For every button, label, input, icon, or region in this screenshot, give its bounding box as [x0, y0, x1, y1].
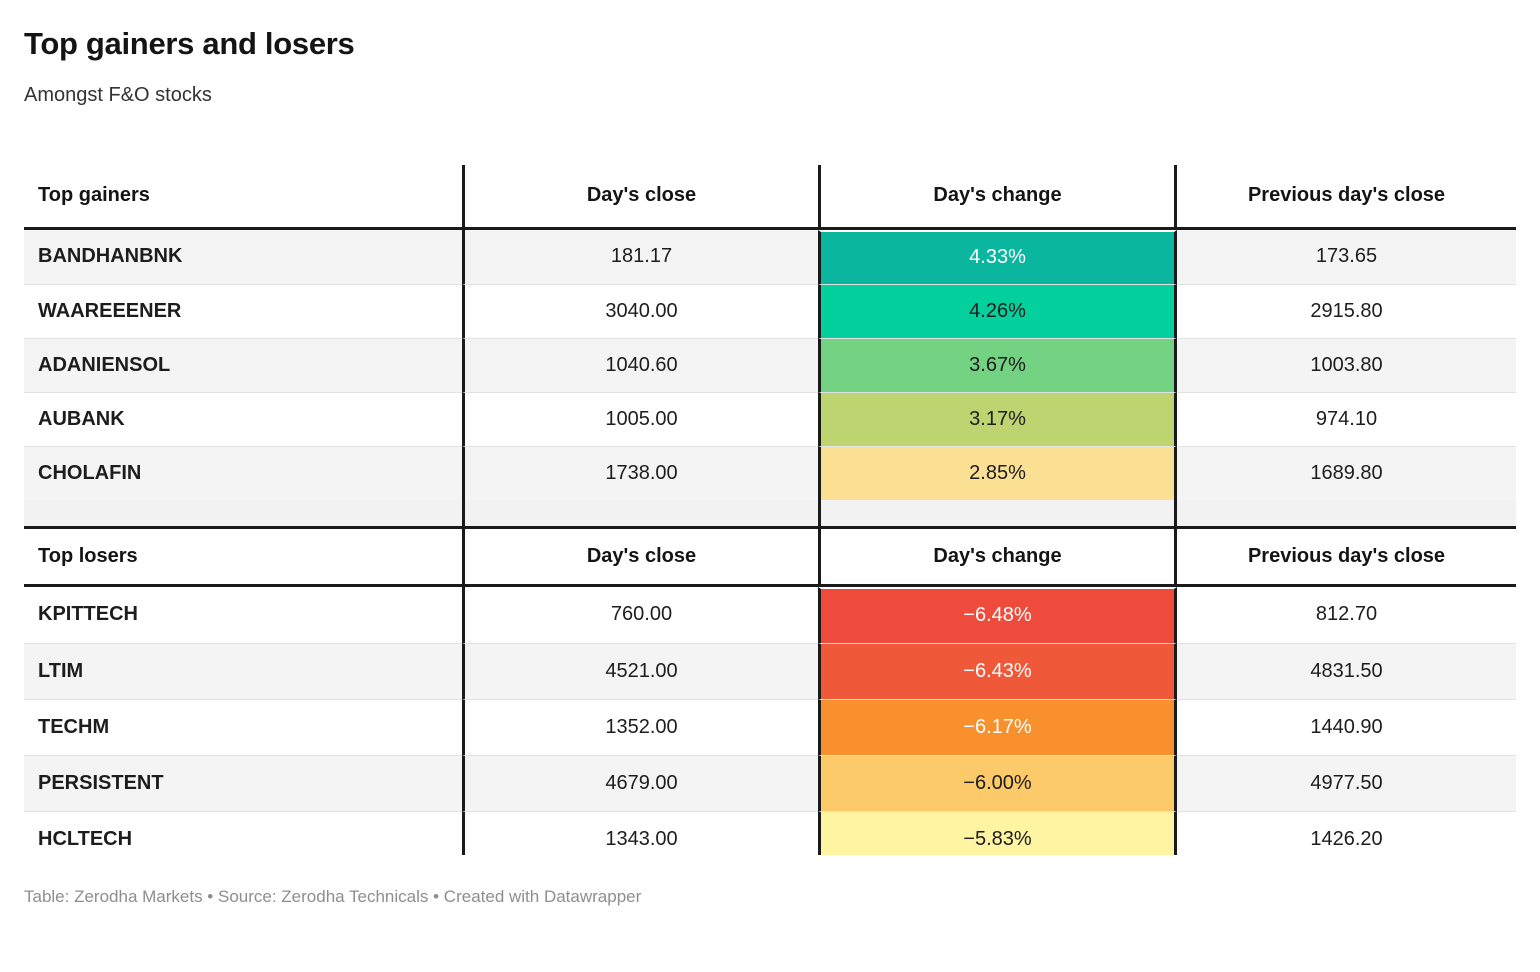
days-close-value: 1352.00	[462, 698, 818, 755]
days-close-value: 4679.00	[462, 754, 818, 811]
stock-name: WAAREEENER	[24, 283, 462, 338]
previous-close-value: 2915.80	[1177, 283, 1516, 338]
days-change-value: 4.33%	[818, 229, 1177, 284]
page-title: Top gainers and losers	[24, 26, 355, 61]
days-close-value: 1343.00	[462, 810, 818, 855]
days-close-value: 181.17	[462, 229, 818, 284]
previous-close-value: 1689.80	[1177, 445, 1516, 500]
stock-name: AUBANK	[24, 391, 462, 446]
days-change-value: −6.48%	[818, 586, 1177, 643]
previous-close-value: 974.10	[1177, 391, 1516, 446]
gainers-losers-table: Top gainers Day's close Day's change Pre…	[24, 164, 1516, 855]
stock-name: KPITTECH	[38, 603, 138, 626]
page-subtitle: Amongst F&O stocks	[24, 83, 212, 106]
days-change-value: 4.26%	[818, 283, 1177, 338]
clipped-stripe-row	[24, 499, 1516, 526]
table-row: WAAREEENER 3040.00 4.26% 2915.80	[24, 283, 1516, 338]
stock-name: BANDHANBNK	[24, 229, 462, 284]
table-row: TECHM 1352.00 −6.17% 1440.90	[24, 698, 1516, 755]
days-change-value: 2.85%	[818, 445, 1177, 500]
losers-header-prev: Previous day's close	[1247, 544, 1446, 567]
previous-close-value: 1426.20	[1177, 810, 1516, 855]
days-close-value: 1005.00	[462, 391, 818, 446]
table-row: LTIM 4521.00 −6.43% 4831.50	[24, 642, 1516, 699]
stock-name: TECHM	[24, 698, 462, 755]
days-close-value: 1040.60	[462, 337, 818, 392]
gainers-header-close: Day's close	[462, 164, 818, 227]
top-losers-table: Top losers Day's close Day's change Prev…	[24, 525, 1516, 855]
days-change-value: −6.43%	[818, 642, 1177, 699]
days-change-value: −6.00%	[818, 754, 1177, 811]
stock-name: HCLTECH	[24, 810, 462, 855]
previous-close-value: 4977.50	[1177, 754, 1516, 811]
days-close-value: 760.00	[462, 586, 818, 643]
days-change-value: 3.17%	[818, 391, 1177, 446]
days-change-value: −5.83%	[818, 810, 1177, 855]
stock-name: CHOLAFIN	[24, 445, 462, 500]
gainers-header-name: Top gainers	[38, 184, 150, 207]
table-row: PERSISTENT 4679.00 −6.00% 4977.50	[24, 754, 1516, 811]
table-row: CHOLAFIN 1738.00 2.85% 1689.80	[24, 445, 1516, 500]
days-close-value: 3040.00	[462, 283, 818, 338]
table-row: KPITTECH 760.00 −6.48% 812.70	[24, 586, 1516, 643]
previous-close-value: 1003.80	[1177, 337, 1516, 392]
days-close-value: 1738.00	[462, 445, 818, 500]
losers-header-close: Day's close	[462, 528, 818, 584]
losers-header-row: Top losers Day's close Day's change Prev…	[24, 525, 1516, 587]
previous-close-value: 1440.90	[1177, 698, 1516, 755]
days-change-value: −6.17%	[818, 698, 1177, 755]
losers-header-name: Top losers	[38, 544, 138, 567]
gainers-header-row: Top gainers Day's close Day's change Pre…	[24, 164, 1516, 230]
attribution-footer: Table: Zerodha Markets • Source: Zerodha…	[24, 886, 642, 906]
table-row: BANDHANBNK 181.17 4.33% 173.65	[24, 229, 1516, 284]
stock-name: ADANIENSOL	[24, 337, 462, 392]
table-row: AUBANK 1005.00 3.17% 974.10	[24, 391, 1516, 446]
table-row: HCLTECH 1343.00 −5.83% 1426.20	[24, 810, 1516, 855]
stock-name: LTIM	[24, 642, 462, 699]
days-change-value: 3.67%	[818, 337, 1177, 392]
previous-close-value: 4831.50	[1177, 642, 1516, 699]
table-row: ADANIENSOL 1040.60 3.67% 1003.80	[24, 337, 1516, 392]
previous-close-value: 812.70	[1315, 603, 1378, 626]
previous-close-value: 173.65	[1177, 229, 1516, 284]
days-close-value: 4521.00	[462, 642, 818, 699]
gainers-header-prev: Previous day's close	[1247, 184, 1446, 207]
top-gainers-table: Top gainers Day's close Day's change Pre…	[24, 164, 1516, 526]
stock-name: PERSISTENT	[24, 754, 462, 811]
gainers-header-change: Day's change	[818, 164, 1177, 227]
losers-header-change: Day's change	[818, 528, 1177, 584]
